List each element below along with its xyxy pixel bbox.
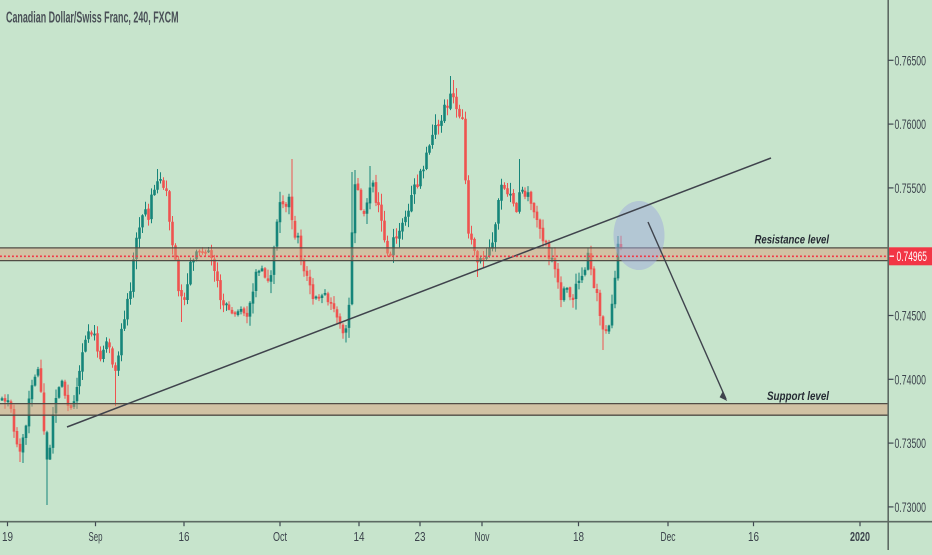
svg-text:16: 16	[748, 529, 759, 544]
svg-text:Sep: Sep	[89, 529, 103, 544]
svg-text:0.74000: 0.74000	[895, 372, 927, 388]
svg-text:Resistance level: Resistance level	[755, 233, 830, 247]
svg-text:Oct: Oct	[273, 529, 287, 544]
svg-text:Nov: Nov	[475, 529, 490, 544]
svg-text:0.76500: 0.76500	[895, 53, 927, 69]
svg-text:18: 18	[573, 529, 584, 544]
svg-text:Dec: Dec	[661, 529, 676, 544]
svg-text:Canadian Dollar/Swiss Franc, 2: Canadian Dollar/Swiss Franc, 240, FXCM	[6, 9, 179, 26]
svg-text:0.73000: 0.73000	[895, 500, 927, 516]
svg-text:2020: 2020	[850, 529, 870, 544]
svg-text:19: 19	[2, 529, 13, 544]
svg-text:14: 14	[354, 529, 365, 544]
svg-text:0.74500: 0.74500	[895, 309, 927, 325]
svg-text:0.74965: 0.74965	[897, 249, 928, 265]
svg-text:0.75500: 0.75500	[895, 181, 927, 197]
svg-text:0.76000: 0.76000	[895, 117, 927, 133]
svg-text:0.73500: 0.73500	[895, 436, 927, 452]
svg-text:16: 16	[179, 529, 190, 544]
svg-text:23: 23	[415, 529, 426, 544]
svg-text:Support level: Support level	[767, 389, 829, 403]
